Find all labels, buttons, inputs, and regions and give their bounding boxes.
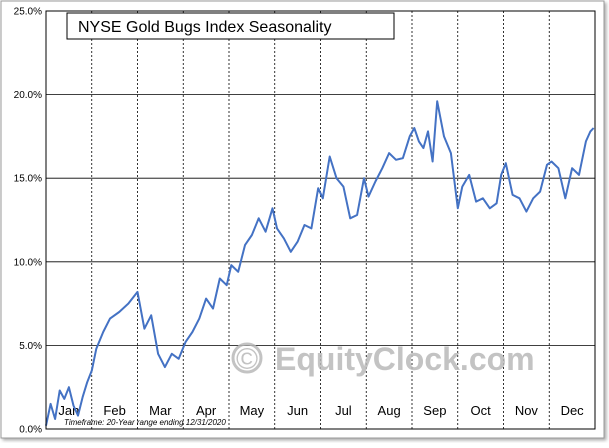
- y-tick-label: 20.0%: [14, 90, 42, 101]
- month-label: Feb: [103, 403, 125, 418]
- y-tick-label: 15.0%: [14, 174, 42, 185]
- title-box: NYSE Gold Bugs Index Seasonality: [66, 12, 395, 40]
- chart-footnote: Timeframe: 20-Year range ending 12/31/20…: [64, 418, 226, 427]
- title-box-border: [66, 12, 395, 40]
- watermark-symbol: ©: [236, 343, 258, 376]
- month-label: Apr: [196, 403, 217, 418]
- month-label: Mar: [149, 403, 172, 418]
- y-tick-label: 25.0%: [14, 7, 42, 18]
- month-label: May: [240, 403, 265, 418]
- month-label: Oct: [471, 403, 492, 418]
- seasonality-line: [45, 100, 595, 426]
- watermark-text: EquityClock.com: [275, 341, 535, 377]
- month-label: Dec: [561, 403, 585, 418]
- y-tick-label: 5.0%: [19, 341, 42, 352]
- plot-area: [45, 10, 596, 430]
- month-label: Jun: [287, 403, 308, 418]
- watermark: © EquityClock.com: [231, 341, 535, 377]
- y-tick-label: 0.0%: [19, 425, 42, 436]
- month-label: Nov: [515, 403, 539, 418]
- month-label: Jul: [335, 403, 352, 418]
- month-label: Sep: [423, 403, 446, 418]
- chart-title: NYSE Gold Bugs Index Seasonality: [78, 19, 331, 36]
- y-tick-label: 10.0%: [14, 257, 42, 268]
- copyright-circle: [231, 342, 263, 374]
- month-label: Aug: [378, 403, 401, 418]
